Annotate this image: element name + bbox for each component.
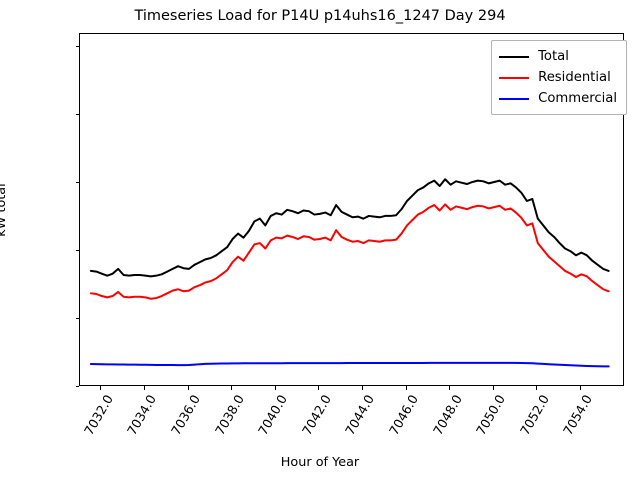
x-tick-label: 7054.0	[560, 392, 596, 438]
x-tick-mark	[405, 386, 407, 390]
x-tick-label: 7036.0	[167, 392, 203, 438]
legend-label: Commercial	[538, 91, 617, 106]
legend-entry-total: Total	[499, 46, 617, 67]
y-tick-mark	[75, 249, 79, 251]
x-tick-mark	[143, 386, 145, 390]
y-axis-label: kW total	[0, 183, 9, 237]
x-tick-mark	[361, 386, 363, 390]
x-tick-mark	[579, 386, 581, 390]
x-axis-label: Hour of Year	[280, 455, 360, 470]
legend-entry-commercial: Commercial	[499, 88, 617, 109]
x-tick-mark	[318, 386, 320, 390]
y-tick-mark	[75, 113, 79, 116]
x-tick-label: 7032.0	[80, 392, 116, 438]
x-tick-mark	[449, 386, 451, 390]
legend-entry-residential: Residential	[499, 67, 617, 88]
legend-swatch-commercial	[499, 97, 530, 100]
series-line-total	[89, 178, 610, 278]
y-tick-mark	[75, 181, 79, 183]
x-tick-label: 7034.0	[124, 392, 160, 438]
data-lines-group	[89, 178, 610, 368]
x-tick-mark	[274, 386, 276, 390]
chart-title: Timeseries Load for P14U p14uhs16_1247 D…	[134, 8, 506, 24]
y-tick-mark	[75, 385, 79, 387]
x-tick-mark	[187, 386, 189, 390]
legend: Total Residential Commercial	[491, 40, 627, 115]
x-tick-mark	[100, 386, 102, 390]
x-tick-label: 7042.0	[298, 392, 334, 438]
x-tick-mark	[492, 386, 494, 390]
x-tick-label: 7038.0	[211, 392, 247, 438]
x-tick-mark	[536, 386, 538, 390]
legend-swatch-total	[499, 55, 530, 58]
series-line-residential	[89, 203, 610, 300]
x-tick-label: 7040.0	[255, 392, 291, 438]
x-tick-label: 7044.0	[342, 392, 378, 438]
x-tick-mark	[231, 386, 233, 390]
x-tick-label: 7046.0	[385, 392, 421, 438]
legend-label: Residential	[538, 70, 611, 85]
y-tick-mark	[75, 317, 79, 319]
x-tick-label: 7052.0	[516, 392, 552, 438]
legend-swatch-residential	[499, 76, 530, 79]
y-tick-mark	[75, 46, 79, 48]
series-line-commercial	[89, 361, 610, 368]
legend-label: Total	[538, 49, 569, 64]
x-tick-label: 7050.0	[473, 392, 509, 438]
x-tick-label: 7048.0	[429, 392, 465, 438]
